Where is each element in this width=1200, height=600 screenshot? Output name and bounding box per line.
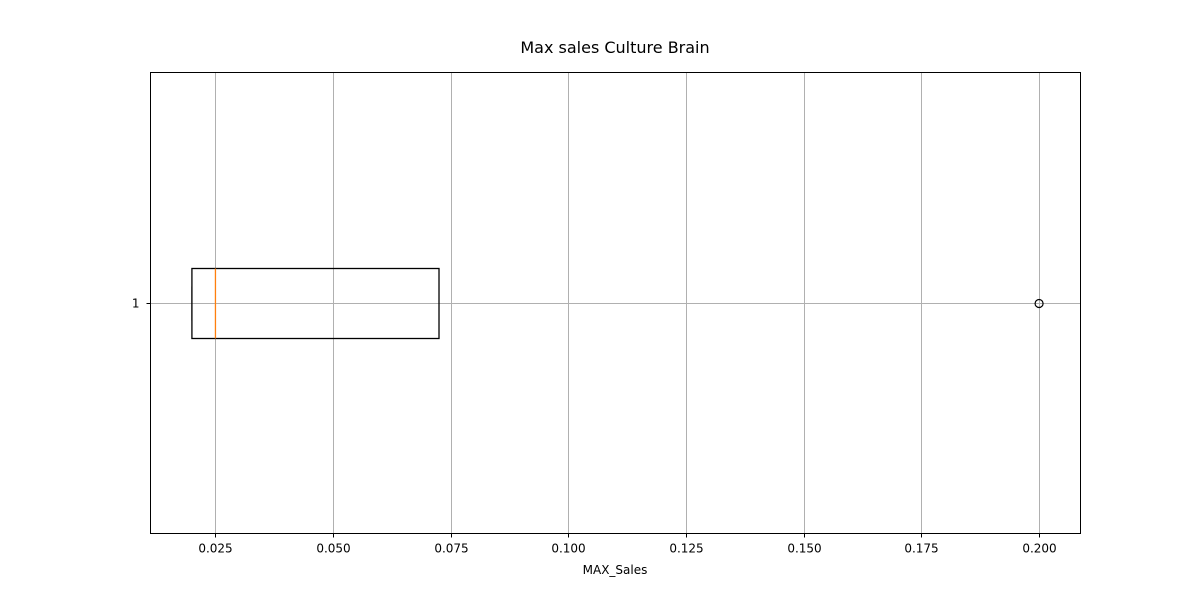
x-tick-label: 0.025 bbox=[198, 542, 232, 556]
plot-marks bbox=[191, 267, 1044, 340]
x-tick-label: 0.050 bbox=[316, 542, 350, 556]
axis-ticks: 0.025 0.050 0.075 0.100 0.125 0.150 0.175 0.200… bbox=[132, 297, 1057, 556]
x-tick-label: 0.150 bbox=[787, 542, 821, 556]
chart-title: Max sales Culture Brain bbox=[520, 38, 709, 57]
y-tick-label: 1 bbox=[132, 297, 140, 311]
outlier-point bbox=[1034, 298, 1044, 309]
x-axis-title: MAX_Sales bbox=[583, 563, 648, 577]
x-tick-label: 0.100 bbox=[551, 542, 585, 556]
iqr-box bbox=[191, 267, 440, 340]
x-tick-label: 0.175 bbox=[904, 542, 938, 556]
x-tick-label: 0.200 bbox=[1022, 542, 1056, 556]
x-tick-label: 0.075 bbox=[434, 542, 468, 556]
x-tick-label: 0.125 bbox=[669, 542, 703, 556]
grid-lines bbox=[150, 72, 1081, 534]
